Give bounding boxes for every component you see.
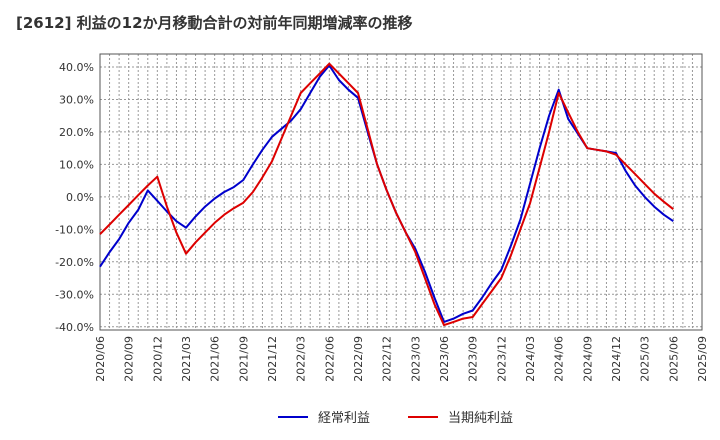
legend-label: 経常利益 <box>318 411 370 426</box>
y-tick-label: 20.0% <box>59 126 94 139</box>
y-tick-label: -30.0% <box>55 288 94 301</box>
x-tick-label: 2022/03 <box>295 336 308 382</box>
x-tick-label: 2025/06 <box>667 336 680 382</box>
x-axis-ticks: 2020/06 2020/09 2020/12 2021/03 2021/06 2021/… <box>94 336 709 382</box>
y-tick-label: -20.0% <box>55 256 94 269</box>
legend: 経常利益 当期純利益 <box>278 411 513 426</box>
x-tick-label: 2021/06 <box>209 336 222 382</box>
x-tick-label: 2024/03 <box>524 336 537 382</box>
x-tick-label: 2023/03 <box>409 336 422 382</box>
x-tick-label: 2023/06 <box>438 336 451 382</box>
x-tick-label: 2020/12 <box>151 336 164 382</box>
x-tick-label: 2025/03 <box>639 336 652 382</box>
x-tick-label: 2025/09 <box>696 336 709 382</box>
y-tick-label: 40.0% <box>59 61 94 74</box>
x-tick-label: 2024/09 <box>581 336 594 382</box>
legend-label: 当期純利益 <box>448 411 513 426</box>
x-tick-label: 2024/12 <box>610 336 623 382</box>
y-tick-label: 30.0% <box>59 93 94 106</box>
x-tick-label: 2020/09 <box>123 336 136 382</box>
plot-area-frame <box>99 53 703 331</box>
grid-lines <box>100 54 702 330</box>
x-tick-label: 2020/06 <box>94 336 107 382</box>
y-tick-label: 10.0% <box>59 158 94 171</box>
y-tick-label: 0.0% <box>66 191 94 204</box>
y-axis-ticks: 40.0% 30.0% 20.0% 10.0% 0.0% -10.0% -20.0% -30.… <box>55 61 94 334</box>
x-tick-label: 2022/09 <box>352 336 365 382</box>
x-tick-label: 2021/03 <box>180 336 193 382</box>
x-tick-label: 2023/12 <box>495 336 508 382</box>
x-tick-label: 2021/09 <box>237 336 250 382</box>
series-line-toki-junrieki <box>99 62 674 327</box>
y-tick-label: -40.0% <box>55 321 94 334</box>
x-tick-label: 2023/09 <box>467 336 480 382</box>
chart-title: [2612] 利益の12か月移動合計の対前年同期増減率の推移 <box>16 14 413 32</box>
x-tick-label: 2022/12 <box>381 336 394 382</box>
y-tick-label: -10.0% <box>55 223 94 236</box>
x-tick-label: 2024/06 <box>553 336 566 382</box>
x-tick-label: 2022/06 <box>323 336 336 382</box>
x-tick-label: 2021/12 <box>266 336 279 382</box>
series-lines <box>99 62 674 327</box>
